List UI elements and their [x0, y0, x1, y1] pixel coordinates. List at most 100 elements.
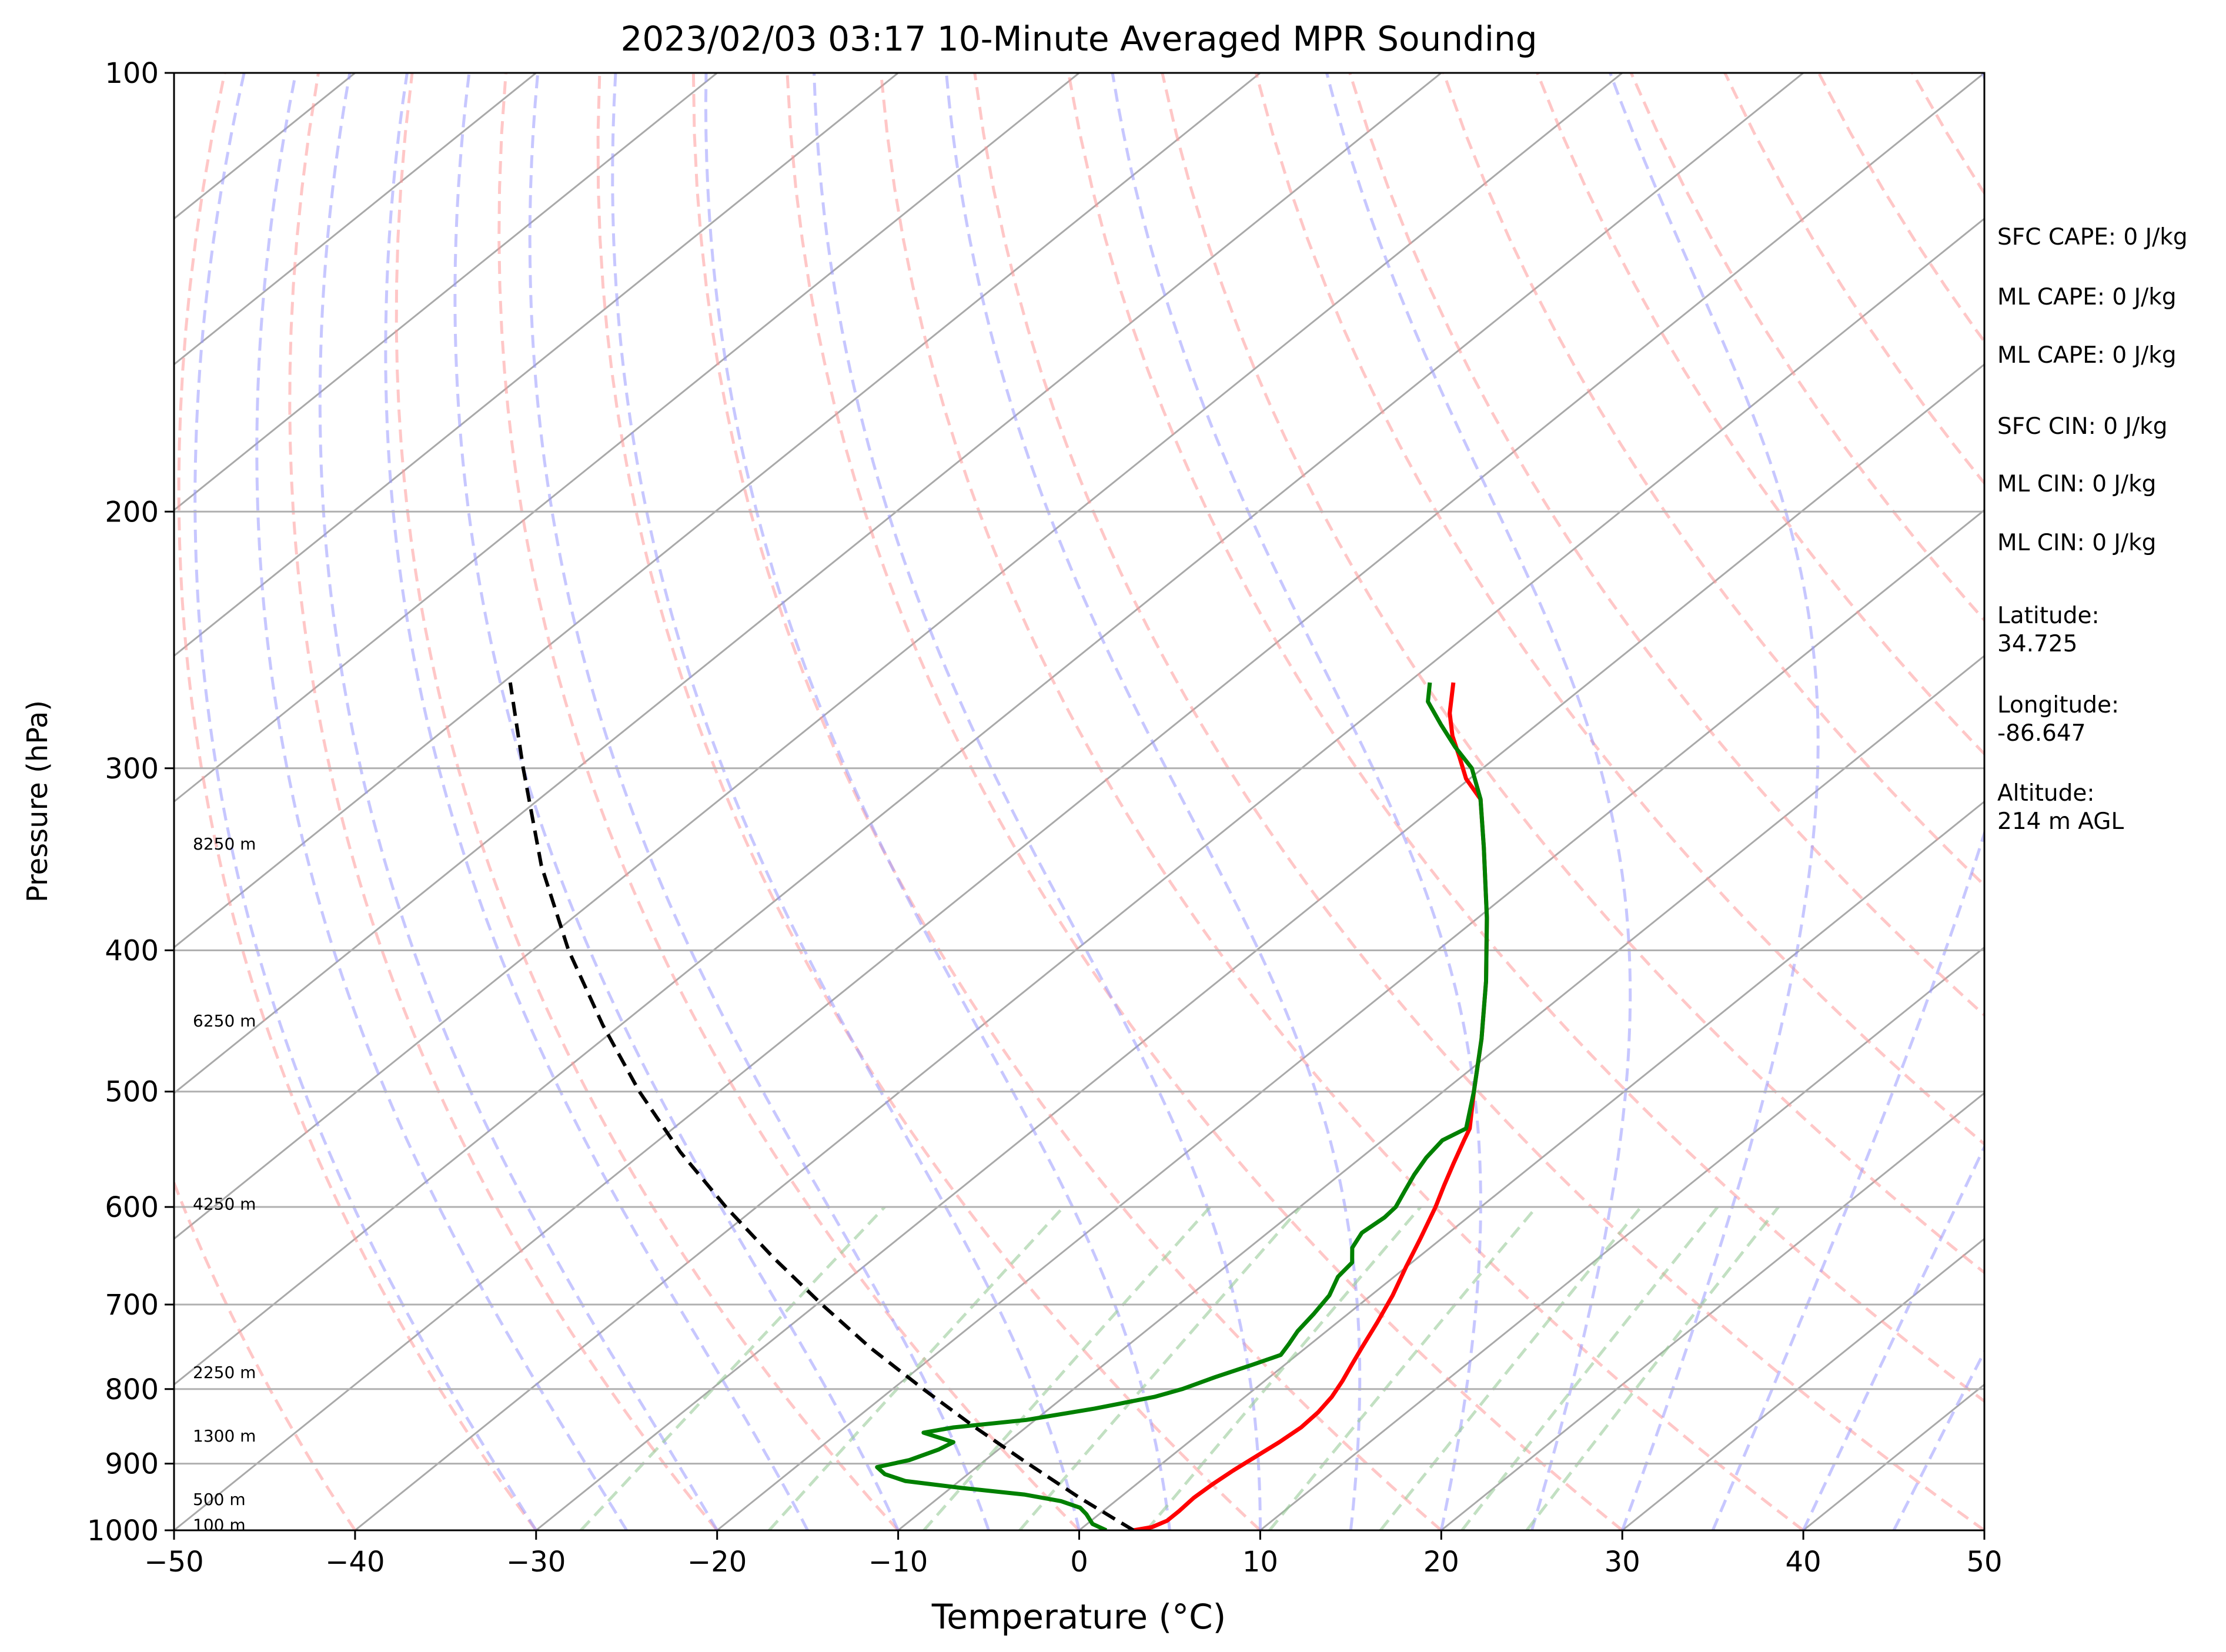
moist-adiabat-line — [453, 73, 900, 1530]
x-tick-label: 10 — [1242, 1546, 1278, 1579]
isotherm-line — [1440, 1092, 1984, 1530]
y-tick-label: 100 — [105, 57, 159, 90]
info-annotation: Longitude: — [1997, 692, 2119, 718]
dry-adiabat-line — [2194, 73, 2226, 1530]
y-tick-label: 200 — [105, 496, 159, 529]
info-annotation: 34.725 — [1997, 631, 2077, 657]
pressure-gridlines — [174, 73, 1984, 1530]
y-axis-ticks: 1000 900 800 700 600 500 400 300 200 100 — [87, 57, 174, 1547]
dry-adiabat-line — [288, 73, 718, 1530]
series-group — [508, 682, 1489, 1530]
y-tick-label: 400 — [105, 935, 159, 968]
x-tick-label: −10 — [868, 1546, 928, 1579]
sounding-info-panel: SFC CAPE: 0 J/kg ML CAPE: 0 J/kg ML CAPE: … — [1997, 224, 2188, 835]
info-annotation: -86.647 — [1997, 720, 2086, 747]
dry-adiabat-line — [174, 1179, 356, 1530]
x-tick-label: 30 — [1605, 1546, 1640, 1579]
mixing-ratio-line — [1460, 1206, 1719, 1530]
y-tick-label: 300 — [105, 753, 159, 785]
y-tick-label: 500 — [105, 1076, 159, 1109]
y-tick-label: 900 — [105, 1448, 159, 1481]
moist-adiabat-line — [611, 73, 1081, 1530]
moist-adiabat-line — [1609, 73, 1820, 1530]
chart-title: 2023/02/03 03:17 10-Minute Averaged MPR … — [620, 19, 1537, 59]
x-tick-label: −20 — [687, 1546, 747, 1579]
isotherm-line — [897, 654, 1984, 1530]
info-annotation: ML CAPE: 0 J/kg — [1997, 284, 2177, 310]
dry-adiabat-line — [177, 73, 537, 1530]
height-label: 2250 m — [193, 1363, 256, 1382]
x-tick-label: 50 — [1966, 1546, 2002, 1579]
isotherm-line — [174, 73, 899, 657]
isotherm-line — [716, 509, 1984, 1530]
y-tick-label: 800 — [105, 1373, 159, 1406]
y-tick-label: 1000 — [87, 1514, 159, 1547]
height-label: 1300 m — [193, 1426, 256, 1446]
height-label: 100 m — [193, 1515, 246, 1534]
moist-adiabat-line — [318, 73, 718, 1530]
info-annotation: ML CIN: 0 J/kg — [1997, 530, 2156, 556]
y-tick-label: 700 — [105, 1289, 159, 1322]
dry-adiabat-line — [596, 73, 1262, 1530]
dry-adiabat-line — [786, 73, 1623, 1530]
isotherm-line — [174, 73, 1442, 1095]
info-annotation: Latitude: — [1997, 603, 2100, 629]
info-annotation: SFC CIN: 0 J/kg — [1997, 413, 2167, 440]
dry-adiabat-line — [973, 73, 1984, 1530]
info-annotation: 214 m AGL — [1997, 808, 2124, 835]
moist-adiabat-line — [945, 73, 1362, 1530]
dry-adiabat-line — [879, 73, 1804, 1530]
x-tick-label: 20 — [1423, 1546, 1459, 1579]
x-tick-label: −30 — [506, 1546, 566, 1579]
isotherm-line — [174, 73, 1261, 949]
y-axis-label: Pressure (hPa) — [21, 700, 54, 902]
x-axis-label: Temperature (°C) — [931, 1597, 1226, 1637]
isotherm-line — [1078, 800, 1984, 1530]
x-tick-label: −50 — [144, 1546, 203, 1579]
height-labels: 100 m 500 m 1300 m 2250 m 4250 m 6250 m 8250 m — [193, 834, 256, 1534]
x-axis-ticks: −50 −40 −30 −20 −10 0 10 20 30 40 50 — [144, 1530, 2003, 1579]
dry-adiabat-line — [1067, 73, 1984, 1403]
dry-adiabat-line — [395, 73, 900, 1530]
dry-adiabat-line — [497, 73, 1081, 1530]
mixing-ratio-line — [580, 1206, 886, 1530]
info-annotation: Altitude: — [1997, 780, 2095, 807]
height-label: 500 m — [193, 1490, 246, 1509]
dry-adiabat-line — [691, 73, 1442, 1530]
info-annotation: SFC CAPE: 0 J/kg — [1997, 224, 2188, 250]
moist-adiabat-line — [1711, 73, 1984, 1530]
moist-adiabat-line — [704, 73, 1171, 1530]
height-label: 8250 m — [193, 834, 256, 854]
x-tick-label: 40 — [1786, 1546, 1821, 1579]
dry-adiabat-line — [1254, 73, 1984, 1146]
isotherm-line — [1259, 946, 1984, 1530]
background-reference-lines — [174, 73, 2226, 1530]
isotherm-line — [354, 217, 1984, 1530]
isotherm-line — [174, 73, 1984, 1530]
isotherm-line — [174, 73, 537, 366]
isotherm-line — [174, 73, 1080, 803]
isotherm-line — [1622, 1238, 1984, 1530]
dewpoint-profile-line — [875, 682, 1489, 1530]
dry-adiabat-line — [1442, 73, 1984, 888]
moist-adiabat-line — [813, 73, 1262, 1530]
info-annotation: ML CIN: 0 J/kg — [1997, 471, 2156, 497]
dry-adiabat-line — [1348, 73, 1984, 1017]
height-label: 6250 m — [193, 1011, 256, 1031]
moist-adiabat-line — [1325, 73, 1632, 1530]
isotherm-line — [174, 73, 1623, 1240]
moist-adiabat-line — [255, 73, 628, 1530]
x-tick-label: −40 — [325, 1546, 385, 1579]
dry-adiabat-line — [1161, 73, 1984, 1275]
mixing-ratio-line — [1525, 1206, 1780, 1530]
moist-adiabat-line — [193, 73, 537, 1530]
x-tick-label: 0 — [1070, 1546, 1088, 1579]
isotherm-line — [174, 73, 718, 511]
parcel-profile-line — [508, 682, 1135, 1530]
height-label: 4250 m — [193, 1195, 256, 1214]
y-tick-label: 600 — [105, 1191, 159, 1224]
isotherm-line — [174, 73, 1804, 1386]
moist-adiabat-line — [384, 73, 809, 1530]
isotherm-line — [535, 363, 1984, 1530]
